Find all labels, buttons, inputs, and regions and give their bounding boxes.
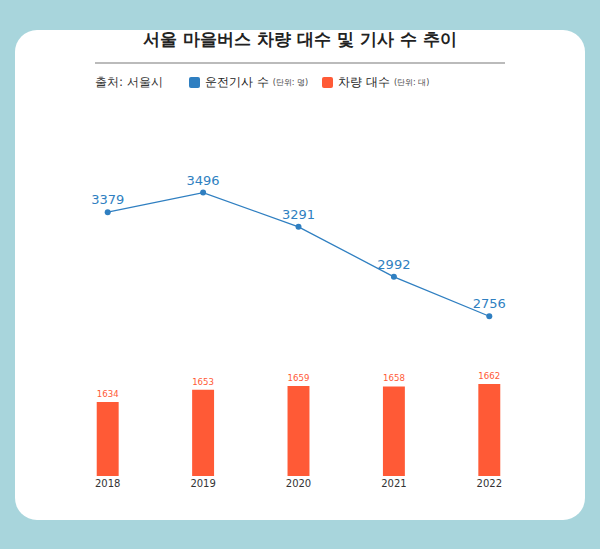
svg-text:1658: 1658 bbox=[383, 373, 405, 383]
svg-text:2021: 2021 bbox=[381, 478, 406, 489]
html-text:출처: 서울시: 출처: 서울시 bbox=[95, 75, 163, 89]
svg-text:3379: 3379 bbox=[91, 192, 124, 207]
svg-text:2018: 2018 bbox=[95, 478, 120, 489]
svg-text:3291: 3291 bbox=[282, 207, 315, 222]
svg-text:1659: 1659 bbox=[288, 373, 310, 383]
svg-text:1634: 1634 bbox=[97, 389, 119, 399]
svg-text:2756: 2756 bbox=[473, 296, 506, 311]
html-text:운전기사 수 (단위: 명): 운전기사 수 (단위: 명) bbox=[204, 75, 309, 89]
html-text:서울 마을버스 차량 대수 및 기사 수 추이: 서울 마을버스 차량 대수 및 기사 수 추이 bbox=[143, 29, 457, 49]
html-text:차량 대수 (단위: 대): 차량 대수 (단위: 대) bbox=[338, 75, 430, 89]
svg-text:3496: 3496 bbox=[187, 173, 220, 188]
svg-text:1653: 1653 bbox=[192, 377, 214, 387]
svg-text:2019: 2019 bbox=[190, 478, 215, 489]
svg-text:2022: 2022 bbox=[477, 478, 502, 489]
svg-text:2020: 2020 bbox=[286, 478, 311, 489]
svg-text:1662: 1662 bbox=[478, 371, 500, 381]
svg-text:2992: 2992 bbox=[377, 257, 410, 272]
